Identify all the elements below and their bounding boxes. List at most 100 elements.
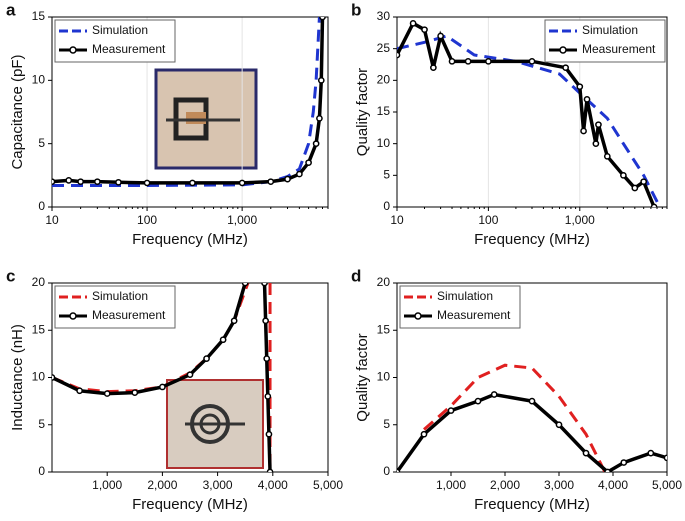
y-tick-label: 5 [38, 136, 45, 150]
y-tick-label: 0 [383, 464, 390, 478]
data-point [241, 283, 249, 287]
y-tick-label: 10 [377, 370, 391, 384]
data-point [76, 387, 83, 395]
data-point [555, 421, 563, 429]
series-line [52, 283, 272, 472]
data-point [52, 178, 56, 186]
data-point [490, 391, 498, 398]
data-point [397, 468, 401, 472]
data-point [305, 159, 312, 167]
data-point [397, 51, 401, 59]
legend-label: Measurement [437, 308, 511, 322]
x-tick-label: 1,000 [565, 213, 595, 227]
legend-marker [69, 46, 77, 54]
x-axis-label: Frequency (MHz) [132, 231, 248, 248]
y-tick-label: 20 [377, 73, 391, 87]
panel: 1,000 2,000 3,000 4,000 5,000 0 5 10 15 20 Frequen… [6, 266, 343, 512]
inset-photo-inductor [166, 379, 264, 469]
y-tick-label: 0 [383, 199, 390, 213]
x-tick-label: 3,000 [203, 478, 233, 492]
y-tick-label: 10 [32, 73, 46, 87]
data-point [266, 468, 274, 472]
y-tick-label: 10 [32, 370, 46, 384]
legend-label: Measurement [92, 308, 166, 322]
plot-frame [396, 16, 668, 208]
data-point [562, 64, 569, 72]
data-point [265, 430, 273, 438]
data-point [582, 449, 590, 457]
data-point [189, 179, 196, 187]
y-tick-label: 0 [38, 199, 45, 213]
y-tick-label: 20 [32, 275, 46, 289]
x-tick-label: 5,000 [313, 478, 343, 492]
data-point [650, 203, 658, 207]
y-tick-label: 5 [383, 168, 390, 182]
y-axis-label: Capacitance (pF) [9, 54, 26, 169]
data-point [437, 32, 444, 40]
y-tick-label: 5 [383, 417, 390, 431]
data-point [631, 184, 639, 192]
data-point [528, 397, 536, 405]
y-tick-label: 25 [377, 41, 391, 55]
data-point [103, 390, 111, 397]
legend-label: Simulation [582, 23, 638, 37]
x-tick-label: 4,000 [598, 478, 628, 492]
data-point [640, 178, 648, 186]
x-axis-label: Frequency (MHz) [474, 231, 590, 248]
data-point [267, 178, 275, 186]
data-point [186, 371, 194, 379]
data-point [52, 374, 56, 381]
legend-box [399, 285, 521, 329]
legend-marker [414, 312, 422, 320]
data-point [261, 283, 268, 287]
inset-photo-capacitor [154, 68, 258, 170]
legend-marker [559, 46, 567, 54]
x-axis-label: Frequency (MHz) [132, 496, 248, 513]
data-point [230, 317, 238, 325]
x-tick-label: 1,000 [227, 213, 257, 227]
data-point [131, 389, 139, 396]
y-axis-label: Quality factor [354, 68, 371, 156]
data-point [262, 317, 269, 325]
y-tick-label: 20 [377, 275, 391, 289]
data-point [464, 57, 472, 65]
panel: 1,000 2,000 3,000 4,000 5,000 0 5 10 15 20 Frequen… [351, 266, 682, 512]
y-tick-label: 15 [377, 322, 391, 336]
panel: 10 100 1,000 0 5 10 15 Frequency (MHz) Capacitan… [6, 0, 329, 248]
series-line [397, 20, 656, 207]
data-point [94, 178, 101, 186]
data-point [474, 397, 482, 405]
data-point [284, 175, 291, 183]
data-point [447, 407, 455, 414]
x-tick-label: 4,000 [258, 478, 288, 492]
plot-frame [396, 282, 668, 473]
data-point [592, 140, 600, 148]
panel-label: a [6, 0, 16, 19]
data-point [319, 17, 326, 21]
panel: 10 100 1,000 0 5 10 15 20 25 30 Frequency (MHz) Qua… [351, 0, 668, 248]
data-point [595, 121, 602, 129]
panel-label: b [351, 0, 361, 19]
x-tick-label: 100 [137, 213, 157, 227]
y-axis-label: Quality factor [354, 333, 371, 421]
plot-frame [51, 16, 329, 208]
legend-box [54, 285, 176, 329]
data-point [420, 430, 428, 438]
x-tick-label: 10 [390, 213, 404, 227]
y-tick-label: 15 [32, 322, 46, 336]
x-tick-label: 2,000 [147, 478, 177, 492]
x-tick-label: 5,000 [652, 478, 682, 492]
data-point [603, 152, 611, 160]
data-point [263, 355, 271, 362]
data-point [409, 19, 417, 27]
data-point [316, 114, 323, 122]
y-tick-label: 5 [38, 417, 45, 431]
data-point [264, 393, 272, 400]
data-point [604, 468, 611, 472]
series-line [397, 392, 667, 472]
data-point [576, 83, 584, 91]
x-tick-label: 1,000 [436, 478, 466, 492]
data-point [620, 171, 627, 179]
